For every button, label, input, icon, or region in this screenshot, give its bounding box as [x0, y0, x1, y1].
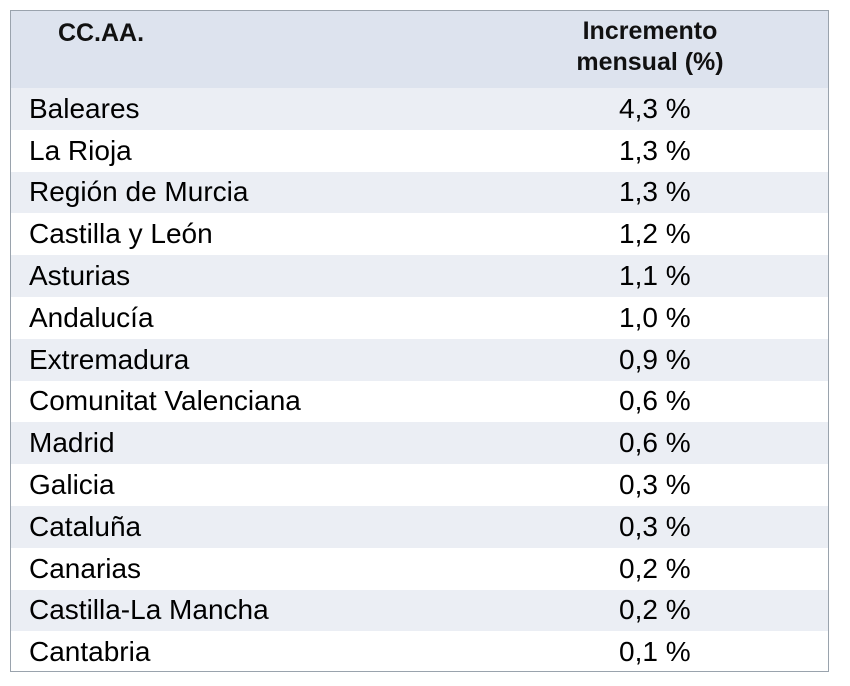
region-name: Asturias [29, 260, 131, 292]
increment-value: 0,9 % [619, 343, 691, 375]
region-name: Canarias [29, 552, 142, 584]
region-name: Baleares [29, 92, 140, 124]
increment-value: 0,2 % [619, 594, 691, 626]
header-increment-line2: mensual (%) [576, 48, 724, 76]
region-name: Cataluña [29, 510, 142, 542]
increment-value: 1,0 % [619, 301, 691, 333]
region-name: Extremadura [29, 343, 190, 375]
increment-value: 0,6 % [619, 385, 691, 417]
table-row: Cantabria 0,1 % [11, 631, 828, 671]
region-name: Castilla y León [29, 218, 213, 250]
table-header: CC.AA. Incremento mensual (%) [11, 11, 828, 88]
region-name: Región de Murcia [29, 176, 249, 208]
increment-value: 4,3 % [619, 92, 691, 124]
increment-value: 0,2 % [619, 552, 691, 584]
data-table: CC.AA. Incremento mensual (%) Baleares 4,… [10, 10, 829, 672]
header-region: CC.AA. [57, 19, 145, 47]
region-name: La Rioja [29, 134, 132, 166]
table-row: La Rioja 1,3 % [11, 129, 828, 172]
table-row: Comunitat Valenciana 0,6 % [11, 380, 828, 423]
table-row: Andalucía 1,0 % [11, 296, 828, 339]
increment-value: 1,1 % [619, 260, 691, 292]
increment-value: 1,3 % [619, 176, 691, 208]
table-row: Madrid 0,6 % [11, 422, 828, 465]
increment-value: 0,3 % [619, 469, 691, 501]
increment-value: 1,2 % [619, 218, 691, 250]
table-body: Baleares 4,3 % La Rioja 1,3 % Región de Murc… [11, 88, 828, 671]
region-name: Comunitat Valenciana [29, 385, 301, 417]
increment-value: 1,3 % [619, 134, 691, 166]
table-row: Asturias 1,1 % [11, 255, 828, 297]
increment-value: 0,1 % [619, 636, 691, 668]
region-name: Madrid [29, 427, 115, 459]
region-name: Andalucía [29, 301, 154, 333]
increment-value: 0,3 % [619, 510, 691, 542]
header-increment: Incremento mensual (%) [520, 11, 780, 88]
region-name: Galicia [29, 469, 115, 501]
header-increment-line1: Incremento [582, 17, 718, 45]
region-name: Cantabria [29, 636, 151, 668]
table-row: Castilla-La Mancha 0,2 % [11, 589, 828, 632]
region-name: Castilla-La Mancha [29, 594, 269, 626]
table-row: Cataluña 0,3 % [11, 505, 828, 548]
table-row: Baleares 4,3 % [11, 88, 828, 130]
table-row: Canarias 0,2 % [11, 547, 828, 590]
table-row: Región de Murcia 1,3 % [11, 171, 828, 214]
table-row: Extremadura 0,9 % [11, 338, 828, 381]
table-row: Galicia 0,3 % [11, 464, 828, 506]
table-row: Castilla y León 1,2 % [11, 213, 828, 256]
increment-value: 0,6 % [619, 427, 691, 459]
